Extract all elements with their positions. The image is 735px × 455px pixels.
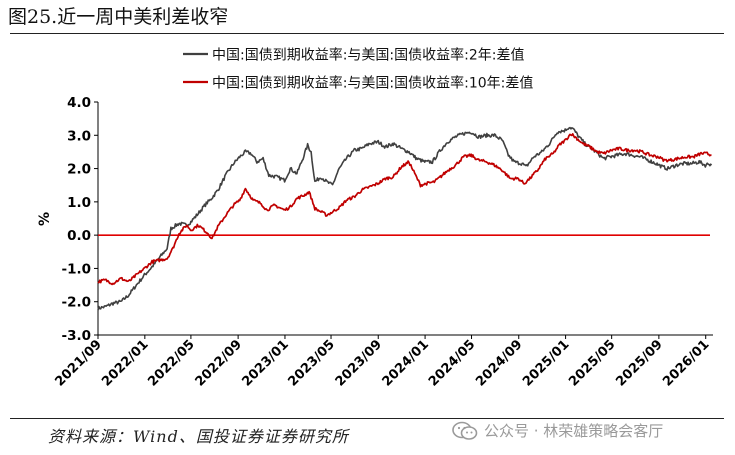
x-tick-label: 2025/05: [566, 337, 618, 389]
top-rule: [10, 33, 724, 34]
x-tick-label: 2025/01: [520, 337, 572, 389]
y-tick-label: 0.0: [67, 228, 91, 244]
bottom-rule: [10, 418, 724, 419]
x-tick-label: 2026/01: [660, 337, 712, 389]
y-tick-label: 1.0: [67, 195, 91, 211]
x-tick-label: 2021/09: [52, 337, 104, 389]
legend-label-2y: 中国:国债到期收益率:与美国:国债收益率:2年:差值: [212, 47, 525, 64]
x-tick-label: 2024/01: [380, 337, 432, 389]
x-tick-label: 2024/05: [426, 337, 478, 389]
y-tick-label: 4.0: [67, 95, 91, 111]
wechat-icon: [452, 421, 478, 440]
legend-label-10y: 中国:国债到期收益率:与美国:国债收益率:10年:差值: [212, 75, 533, 92]
x-tick-label: 2024/09: [473, 337, 525, 389]
chart-legend: 中国:国债到期收益率:与美国:国债收益率:2年:差值 中国:国债到期收益率:与美…: [183, 47, 533, 92]
watermark: 公众号 · 林荣雄策略会客厅: [452, 420, 663, 441]
x-tick-label: 2022/05: [145, 337, 197, 389]
y-tick-label: -3.0: [61, 328, 91, 344]
y-axis-label: %: [37, 212, 53, 226]
x-tick-label: 2023/05: [285, 337, 337, 389]
series-line-10y-spread: [97, 133, 712, 286]
x-tick-label: 2025/09: [613, 337, 665, 389]
watermark-text: 公众号 · 林荣雄策略会客厅: [484, 422, 664, 440]
x-tick-label: 2023/09: [333, 337, 385, 389]
x-tick-label: 2023/01: [239, 337, 291, 389]
y-tick-label: -2.0: [61, 295, 91, 311]
source-note: 资料来源：Wind、国投证券证券研究所: [48, 427, 349, 446]
figure-title: 图25.近一周中美利差收窄: [8, 6, 229, 28]
series-line-2y-spread: [97, 126, 713, 311]
x-tick-label: 2022/01: [99, 337, 151, 389]
y-tick-label: 3.0: [67, 128, 91, 144]
y-tick-label: 2.0: [67, 162, 91, 178]
y-tick-label: -1.0: [61, 261, 91, 277]
x-tick-label: 2022/09: [193, 337, 245, 389]
